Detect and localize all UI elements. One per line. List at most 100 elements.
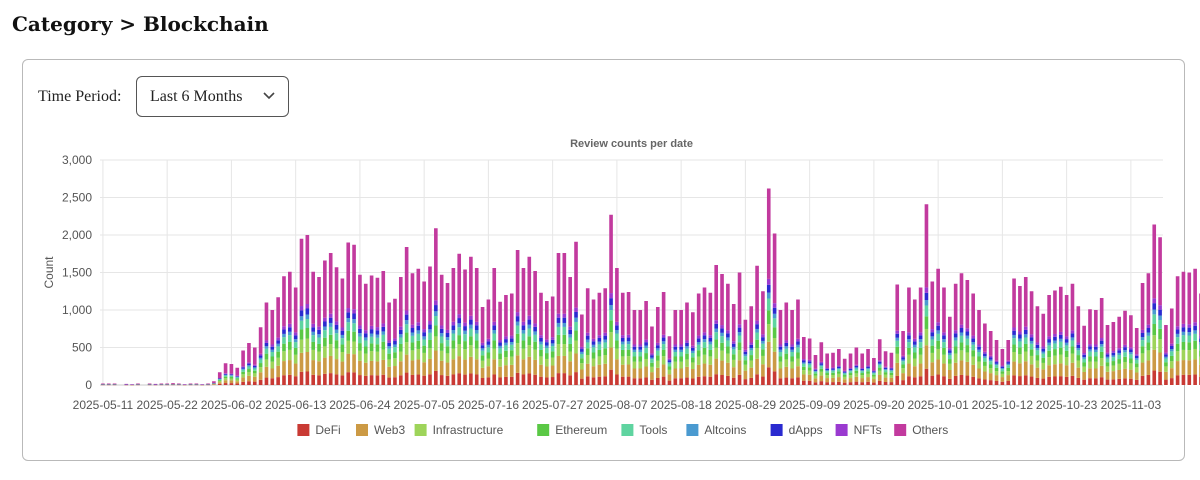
bar-segment-altcoins <box>966 336 970 339</box>
bar-segment-ethereum <box>376 344 380 352</box>
bar-segment-ethereum <box>463 341 467 349</box>
bar-segment-infrastructure <box>720 351 724 361</box>
bar-segment-tools <box>341 338 345 344</box>
bar-segment-dapps <box>633 347 637 350</box>
bar-segment-web3 <box>1100 366 1104 377</box>
bar-segment-ethereum <box>948 359 952 364</box>
bar-segment-ethereum <box>714 339 718 347</box>
bar-segment-infrastructure <box>341 352 345 362</box>
bar-segment-nfts <box>1176 326 1180 329</box>
bar-segment-nfts <box>387 340 391 342</box>
bar-segment-others <box>469 257 473 316</box>
bar-segment-ethereum <box>487 353 491 359</box>
bar-segment-defi <box>1071 376 1075 385</box>
bar-segment-infrastructure <box>1041 363 1045 369</box>
bar-segment-ethereum <box>685 354 689 360</box>
bar-segment-others <box>1018 286 1022 332</box>
bar-segment-altcoins <box>1036 348 1040 350</box>
bar-segment-infrastructure <box>504 357 508 365</box>
bar-segment-altcoins <box>527 325 531 329</box>
bar-segment-others <box>364 284 368 331</box>
bar-segment-web3 <box>393 366 397 377</box>
bar-segment-defi <box>434 371 438 385</box>
y-tick-label: 1,500 <box>62 266 92 280</box>
bar-segment-nfts <box>498 340 502 342</box>
bar-segment-altcoins <box>539 342 543 345</box>
legend-label-web3: Web3 <box>374 423 405 437</box>
bar-segment-nfts <box>732 341 736 343</box>
bar-segment-others <box>1141 283 1145 330</box>
bar-segment-defi <box>1024 375 1028 385</box>
bar-segment-defi <box>1041 379 1045 385</box>
bar-segment-nfts <box>703 332 707 335</box>
bar-segment-defi <box>452 374 456 385</box>
bar-segment-ethereum <box>1071 347 1075 354</box>
bar-segment-defi <box>650 380 654 385</box>
bar-segment-web3 <box>311 360 315 375</box>
bar-segment-ethereum <box>1059 348 1063 355</box>
bar-segment-others <box>230 364 234 374</box>
bar-segment-ethereum <box>866 371 870 374</box>
bar-segment-ethereum <box>995 368 999 371</box>
bar-segment-others <box>440 275 444 326</box>
bar-segment-ethereum <box>498 353 502 359</box>
bar-segment-others <box>417 269 421 322</box>
bar-segment-ethereum <box>913 353 917 359</box>
bar-segment-nfts <box>837 366 841 367</box>
bar-segment-defi <box>276 377 280 385</box>
bar-segment-infrastructure <box>738 350 742 360</box>
bar-segment-dapps <box>767 285 771 293</box>
bar-segment-infrastructure <box>288 350 292 360</box>
bar-segment-defi <box>913 377 917 385</box>
bar-segment-altcoins <box>504 343 508 346</box>
bar-segment-infrastructure <box>814 376 818 379</box>
bar-segment-tools <box>411 336 415 343</box>
bar-segment-tools <box>1018 341 1022 347</box>
bar-segment-ethereum <box>568 344 572 352</box>
bar-segment-tools <box>995 365 999 368</box>
bar-segment-others <box>399 277 403 327</box>
bar-segment-tools <box>235 377 239 378</box>
bar-segment-tools <box>282 337 286 344</box>
bar-segment-defi <box>1100 377 1104 385</box>
bar-segment-defi <box>533 375 537 385</box>
bar-segment-others <box>977 310 981 345</box>
bar-segment-others <box>1082 326 1086 353</box>
bar-segment-web3 <box>673 369 677 379</box>
bar-segment-altcoins <box>872 372 876 373</box>
bar-segment-altcoins <box>241 369 245 370</box>
bar-segment-tools <box>890 371 894 373</box>
bar-segment-defi <box>224 383 228 385</box>
bar-segment-others <box>662 292 666 335</box>
bar-segment-web3 <box>346 354 350 373</box>
bar-segment-infrastructure <box>329 344 333 356</box>
bar-segment-tools <box>726 340 730 346</box>
bar-segment-defi <box>1147 375 1151 385</box>
bar-segment-defi <box>230 383 234 385</box>
bar-segment-tools <box>925 305 929 316</box>
bar-segment-others <box>1135 328 1139 354</box>
bar-segment-tools <box>825 371 829 373</box>
bar-segment-dapps <box>1176 330 1180 334</box>
bar-segment-others <box>411 273 415 324</box>
bar-segment-altcoins <box>615 330 619 334</box>
bar-segment-dapps <box>860 369 864 370</box>
bar-segment-infrastructure <box>533 350 537 360</box>
bar-segment-ethereum <box>901 364 905 368</box>
bar-segment-infrastructure <box>422 353 426 362</box>
bar-segment-tools <box>247 367 251 370</box>
bar-segment-infrastructure <box>317 352 321 362</box>
bar-segment-others <box>311 272 315 324</box>
bar-segment-ethereum <box>802 367 806 370</box>
bar-segment-web3 <box>364 363 368 376</box>
bar-segment-nfts <box>1059 332 1063 335</box>
bar-segment-infrastructure <box>1176 351 1180 361</box>
bar-segment-defi <box>364 376 368 385</box>
bar-segment-others <box>761 291 765 334</box>
bar-segment-ethereum <box>230 377 234 378</box>
bar-segment-defi <box>1001 382 1005 385</box>
bar-segment-dapps <box>714 324 718 329</box>
bar-segment-infrastructure <box>516 343 520 355</box>
bar-segment-nfts <box>1076 342 1080 344</box>
bar-segment-web3 <box>685 367 689 378</box>
